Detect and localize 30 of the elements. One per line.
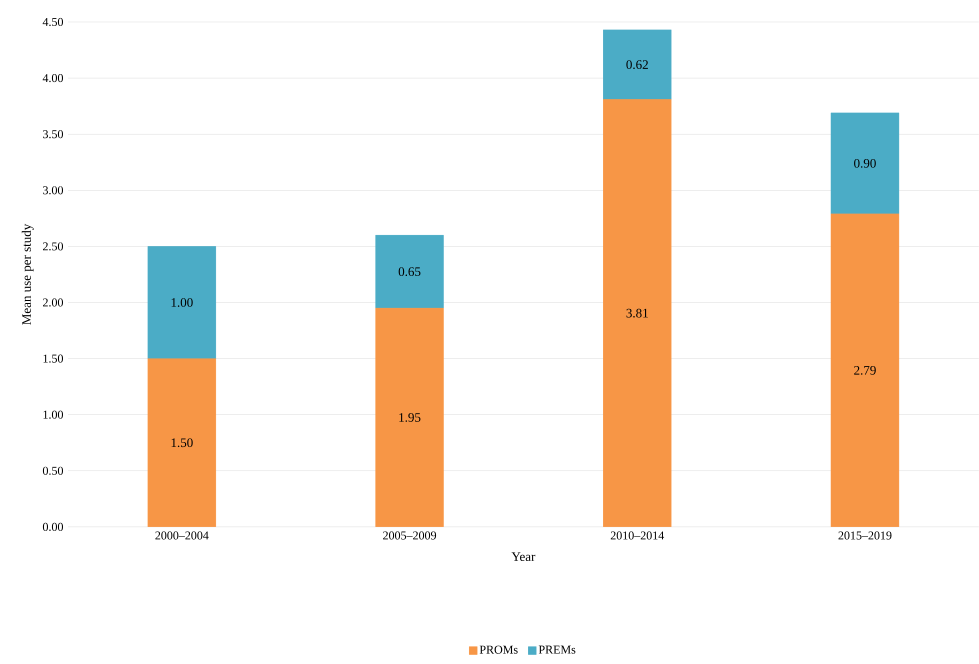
y-tick-label: 1.50 <box>44 354 64 363</box>
y-tick-label: 0.00 <box>42 522 64 532</box>
data-label: 0.62 <box>626 60 648 70</box>
x-tick-label: 2005–2009 <box>383 531 436 540</box>
y-axis-title: Mean use per study <box>22 224 34 325</box>
y-tick-label: 0.50 <box>42 466 64 475</box>
y-tick-label: 4.00 <box>42 74 64 82</box>
y-tick-label: 4.50 <box>42 18 64 26</box>
data-label: 1.00 <box>172 298 193 307</box>
bar <box>375 235 444 308</box>
y-tick-label: 2.00 <box>43 298 64 307</box>
bar <box>830 112 900 214</box>
data-label: 3.81 <box>626 308 648 318</box>
data-label: 1.95 <box>399 413 420 422</box>
y-tick-label: 2.50 <box>43 242 64 251</box>
x-tick-label: 2000–2004 <box>155 531 209 540</box>
y-tick-label: 3.00 <box>43 186 64 194</box>
y-tick-label: 1.00 <box>44 410 64 419</box>
data-label: 0.65 <box>398 267 420 276</box>
x-axis-title: Year <box>512 552 536 562</box>
legend-label: PREMs <box>538 646 576 654</box>
data-label: 2.79 <box>854 366 876 375</box>
data-label: 1.50 <box>172 438 193 448</box>
y-tick-label: 3.50 <box>43 130 64 138</box>
data-label: 0.90 <box>854 159 876 168</box>
bar <box>603 30 672 100</box>
legend-label: PROMs <box>480 646 518 654</box>
x-tick-label: 2015–2019 <box>838 531 892 540</box>
bar <box>148 246 216 359</box>
x-tick-label: 2010–2014 <box>610 531 664 540</box>
